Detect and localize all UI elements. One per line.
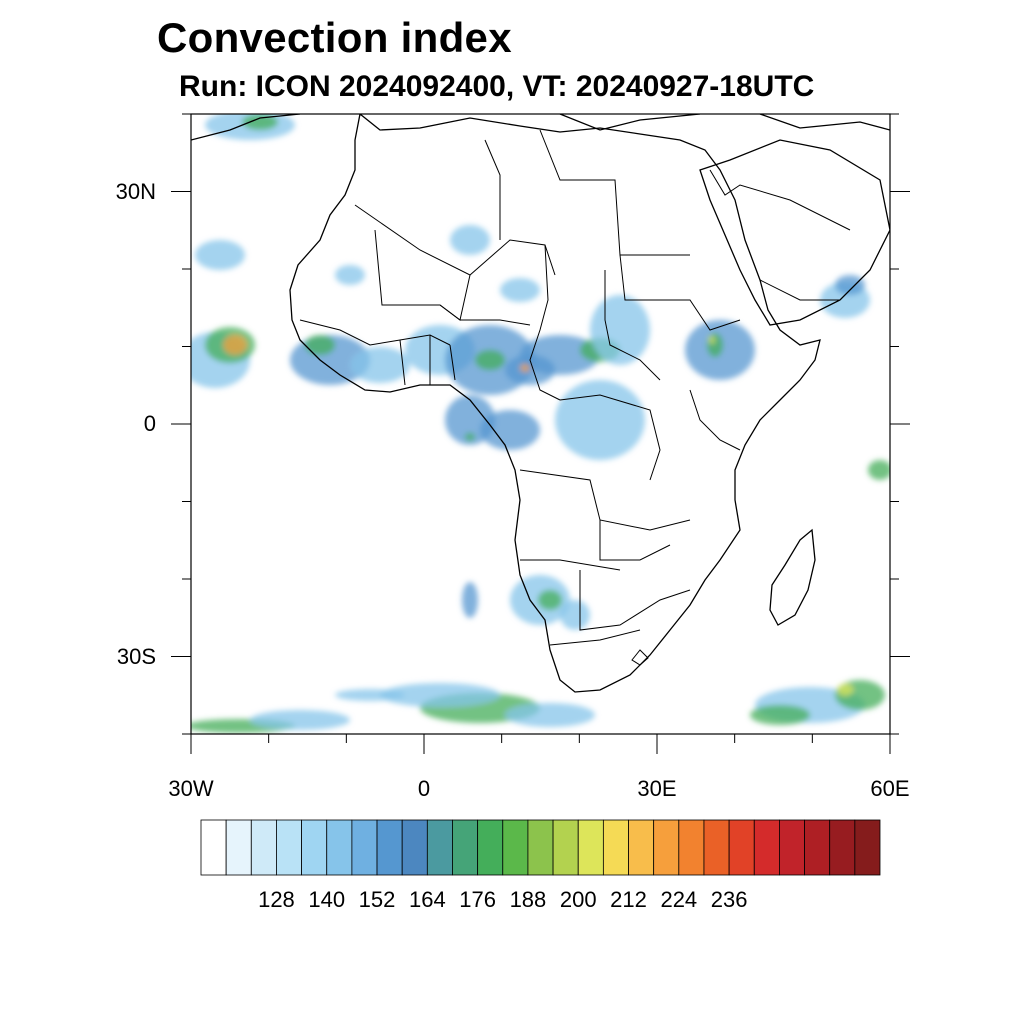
colorbar-swatch [779, 819, 805, 876]
convection-cell [450, 225, 490, 255]
convection-cell [335, 689, 405, 701]
convection-cell [590, 295, 650, 365]
colorbar-label: 128 [258, 887, 295, 912]
colorbar-swatch [301, 819, 328, 876]
colorbar-swatch [527, 819, 554, 876]
convection-cell [709, 336, 715, 344]
colorbar-swatch [577, 819, 604, 876]
convection-cell [707, 333, 723, 357]
convection-cell [505, 703, 595, 727]
europe-coastline [191, 114, 890, 141]
convection-cell [520, 335, 600, 375]
colorbar-label: 224 [660, 887, 698, 912]
colorbar-label: 140 [308, 887, 346, 912]
convection-cell [835, 275, 865, 295]
lat-tick-label: 30S [116, 643, 156, 669]
convection-cell [555, 380, 645, 460]
colorbar-label: 200 [559, 887, 597, 912]
lat-tick-label: 0 [143, 411, 156, 436]
lon-tick-label: 60E [870, 776, 910, 801]
convection-cell [520, 364, 530, 372]
colorbar-label: 152 [358, 887, 396, 912]
colorbar-swatch [602, 819, 629, 876]
colorbar-swatch [376, 819, 403, 876]
colorbar-swatch [276, 819, 302, 876]
map-frame [190, 113, 891, 735]
colorbar-swatch [678, 819, 705, 876]
colorbar-label: 236 [710, 887, 748, 912]
convection-cell [837, 684, 853, 696]
colorbar-swatch [426, 819, 453, 876]
colorbar-label: 164 [408, 887, 446, 912]
lon-tick-label: 0 [417, 776, 431, 801]
colorbar-swatch [250, 819, 277, 876]
colorbar-swatch [552, 819, 579, 876]
colorbar-swatch [401, 819, 428, 876]
axis-ticks [171, 113, 910, 754]
convection-cell [465, 433, 475, 441]
colorbar-label: 188 [509, 887, 547, 912]
country-borders [299, 129, 851, 666]
colorbar-swatch [200, 819, 227, 876]
convection-cell [538, 590, 562, 610]
convection-cell [560, 600, 590, 630]
chart-title: Convection index [157, 14, 512, 61]
colorbar-swatch [628, 819, 655, 876]
convection-cell [350, 347, 410, 383]
lon-tick-label: 30W [168, 776, 214, 801]
colorbar-swatch [829, 819, 856, 876]
convection-cell [750, 705, 810, 725]
colorbar-swatch [703, 819, 730, 876]
colorbar-swatch [351, 819, 378, 876]
lon-tick-label: 30E [637, 776, 677, 801]
convection-cell [480, 410, 540, 450]
colorbar-swatch [225, 819, 252, 876]
colorbar-swatch [854, 819, 881, 876]
convection-cell [462, 582, 478, 618]
colorbar-swatch [477, 819, 504, 876]
colorbar-label: 176 [459, 887, 496, 912]
lat-tick-label: 30N [115, 178, 156, 204]
colorbar [200, 819, 881, 876]
colorbar-swatch [804, 819, 831, 876]
colorbar-swatch [728, 819, 755, 876]
coastline-layer [191, 114, 890, 693]
convection-cell [868, 460, 890, 480]
africa-coastline [289, 114, 821, 693]
convection-cell [250, 710, 350, 730]
convection-field [191, 114, 890, 733]
colorbar-swatch [452, 819, 479, 876]
colorbar-label: 212 [610, 887, 647, 912]
chart-subtitle: Run: ICON 2024092400, VT: 20240927-18UTC [179, 70, 815, 103]
convection-cell [500, 278, 540, 302]
colorbar-swatch [326, 819, 353, 876]
convection-cell [475, 350, 505, 370]
convection-cell [335, 265, 365, 285]
convection-cell [223, 335, 247, 355]
colorbar-swatch [753, 819, 780, 876]
convection-cell [242, 114, 278, 130]
convection-cell [305, 335, 335, 355]
colorbar-swatch [653, 819, 680, 876]
convection-cell [380, 683, 500, 707]
madagascar-coastline [769, 528, 816, 626]
colorbar-swatch [502, 819, 529, 876]
convection-cell [195, 240, 245, 270]
